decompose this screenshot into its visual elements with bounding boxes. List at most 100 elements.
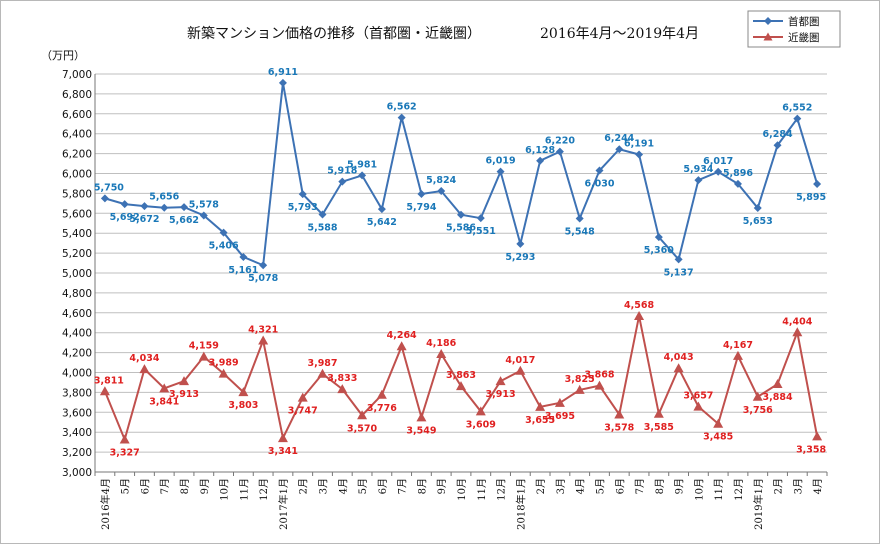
data-label: 5,895: [796, 192, 826, 203]
data-label: 6,128: [525, 145, 555, 156]
data-label: 5,293: [505, 252, 535, 263]
legend: 首都圏 近畿圏: [747, 10, 841, 48]
data-point: [277, 433, 288, 443]
data-label: 5,692: [110, 212, 140, 223]
x-tick-label: 2016年4月: [99, 478, 112, 530]
x-tick-label: 5月: [594, 478, 606, 494]
data-label: 5,078: [248, 273, 278, 284]
y-tick-labels: 3,000 3,200 3,400 3,600 3,800 4,000 4,200 4,400…: [62, 69, 92, 479]
x-tick-label: 9月: [674, 478, 686, 494]
x-tick-label: 7月: [397, 478, 409, 494]
data-label: 3,327: [110, 447, 140, 458]
y-axis-unit: （万円）: [41, 49, 85, 62]
data-label: 5,896: [723, 168, 753, 179]
data-point: [139, 364, 150, 374]
data-point: [654, 233, 663, 242]
data-label: 3,578: [604, 422, 634, 433]
data-label: 4,404: [782, 316, 812, 327]
data-point: [673, 363, 684, 373]
data-label: 6,284: [763, 129, 793, 140]
data-point: [99, 386, 110, 396]
x-tick-label: 5月: [120, 478, 132, 494]
y-tick-label: 6,200: [62, 149, 92, 161]
data-point: [732, 350, 743, 360]
y-tick-label: 3,600: [62, 407, 92, 419]
data-point: [120, 200, 129, 209]
data-label: 4,034: [129, 353, 159, 364]
data-point: [258, 335, 269, 345]
y-tick-label: 3,400: [62, 427, 92, 439]
y-tick-label: 4,400: [62, 328, 92, 340]
data-label: 3,989: [209, 358, 239, 369]
y-tick-label: 4,000: [62, 368, 92, 380]
x-tick-label: 3月: [792, 478, 804, 494]
data-point: [773, 141, 782, 150]
data-point: [160, 203, 169, 212]
x-tick-label: 2月: [298, 478, 310, 494]
x-tick-label: 11月: [238, 478, 250, 501]
data-point: [100, 194, 109, 203]
data-label: 5,406: [209, 241, 239, 252]
data-label: 5,824: [426, 175, 456, 186]
data-label: 6,019: [486, 156, 516, 167]
data-point: [594, 380, 605, 390]
data-label: 5,793: [288, 202, 318, 213]
data-point: [180, 203, 189, 212]
data-point: [278, 78, 287, 87]
data-point: [575, 214, 584, 223]
data-point: [219, 228, 228, 237]
data-label: 4,568: [624, 300, 654, 311]
y-tick-label: 7,000: [62, 69, 92, 81]
data-label: 3,549: [406, 425, 436, 436]
data-label: 5,551: [466, 226, 496, 237]
data-point: [634, 310, 645, 320]
data-label: 5,588: [307, 222, 337, 233]
data-label: 5,161: [228, 265, 258, 276]
x-tick-label: 2月: [535, 478, 547, 494]
data-point: [714, 167, 723, 176]
data-point: [298, 190, 307, 199]
x-tick-label: 12月: [496, 478, 508, 501]
data-point: [476, 214, 485, 223]
data-point: [536, 156, 545, 165]
x-tick-label: 8月: [179, 478, 191, 494]
data-label: 4,159: [189, 341, 219, 352]
x-tick-label: 12月: [733, 478, 745, 501]
data-label: 6,030: [584, 179, 614, 190]
data-label: 5,981: [347, 159, 377, 170]
data-point: [456, 381, 466, 391]
data-point: [554, 397, 565, 407]
x-tick-label: 2017年1月: [277, 478, 290, 530]
data-point: [495, 376, 506, 386]
y-tick-label: 6,400: [62, 129, 92, 141]
data-label: 6,017: [703, 156, 733, 167]
data-point: [376, 389, 387, 399]
x-tick-labels: 2016年4月 5月 6月 7月 8月 9月 10月 11月 12月 2017年1月 2月 3月 4月 5…: [99, 478, 824, 530]
data-label: 3,811: [94, 375, 124, 386]
y-tick-label: 4,200: [62, 348, 92, 360]
x-tick-label: 8月: [654, 478, 666, 494]
data-point: [397, 113, 406, 122]
data-label: 3,776: [367, 403, 397, 414]
data-point: [436, 348, 447, 358]
series-kinki: 3,8113,3274,0343,8413,9134,1593,9893,803…: [94, 300, 827, 458]
data-point: [357, 410, 368, 420]
data-point: [515, 365, 526, 375]
data-label: 3,913: [486, 389, 516, 400]
x-tick-label: 4月: [812, 478, 824, 494]
x-tick-label: 11月: [476, 478, 488, 501]
data-label: 6,220: [545, 136, 575, 147]
x-tick-label: 6月: [139, 478, 151, 494]
data-point: [199, 211, 208, 220]
x-tick-label: 6月: [377, 478, 389, 494]
data-label: 4,186: [426, 338, 456, 349]
y-tick-label: 6,600: [62, 109, 92, 121]
y-tick-label: 4,600: [62, 308, 92, 320]
data-label: 3,841: [149, 396, 179, 407]
data-point: [555, 147, 564, 156]
x-tick-label: 12月: [258, 478, 270, 501]
x-tick-label: 9月: [199, 478, 211, 494]
data-point: [159, 383, 170, 393]
data-point: [674, 255, 683, 264]
y-tick-label: 5,800: [62, 188, 92, 200]
